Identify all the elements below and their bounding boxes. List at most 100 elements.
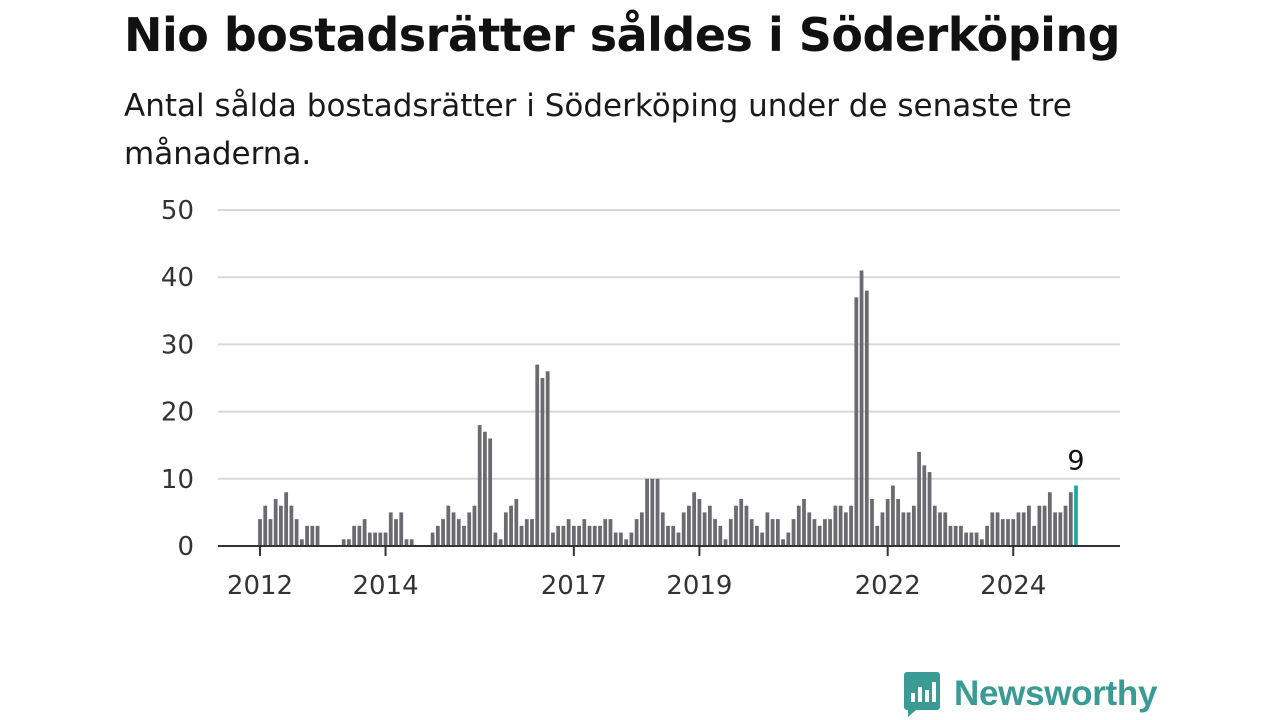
bar <box>451 512 456 546</box>
bar <box>896 498 901 546</box>
chart-subtitle: Antal sålda bostadsrätter i Söderköping … <box>124 88 1072 172</box>
bar <box>786 532 791 546</box>
y-tick-label: 40 <box>161 263 194 293</box>
bar <box>692 492 697 546</box>
bar <box>901 512 906 546</box>
bar <box>279 505 283 546</box>
bar <box>833 505 838 546</box>
bar <box>587 525 592 546</box>
bar <box>305 525 309 546</box>
bar <box>435 525 440 546</box>
bar <box>927 472 932 546</box>
bar <box>493 532 498 546</box>
bar <box>1011 519 1016 546</box>
bar <box>697 498 702 546</box>
highlight-value-label: 9 <box>1067 446 1084 477</box>
bar <box>707 505 712 546</box>
bar <box>268 519 273 546</box>
bar <box>284 492 289 546</box>
bar <box>477 425 482 546</box>
bar <box>613 532 618 546</box>
bar <box>556 525 561 546</box>
bar <box>687 505 691 546</box>
bar <box>859 270 864 546</box>
bar <box>770 519 775 546</box>
bar <box>974 532 979 546</box>
x-axis: 2012 2014 2017 2019 2022 2024 <box>218 545 1120 601</box>
bar <box>990 512 995 546</box>
bar <box>598 525 602 546</box>
bar <box>399 512 404 546</box>
bar <box>713 519 717 546</box>
bar <box>383 532 388 546</box>
bar <box>1016 512 1021 546</box>
y-tick-label: 20 <box>161 398 194 428</box>
bar <box>430 532 435 546</box>
bar <box>514 498 519 546</box>
bar <box>388 512 393 546</box>
bar <box>864 290 869 546</box>
bar <box>639 512 644 546</box>
x-tick-label: 2017 <box>541 571 607 601</box>
bar <box>702 512 707 546</box>
annotations: 9 <box>1067 446 1084 477</box>
bar <box>812 519 817 546</box>
bar <box>551 532 555 546</box>
bar <box>561 525 566 546</box>
bar <box>1058 512 1063 546</box>
bar <box>749 519 754 546</box>
bar <box>979 539 984 546</box>
bar <box>357 525 362 546</box>
bar <box>744 505 749 546</box>
brand-name: Newsworthy <box>954 674 1158 713</box>
bar <box>645 478 649 546</box>
bar <box>634 519 639 546</box>
bar <box>660 512 665 546</box>
bar <box>650 478 655 546</box>
x-tick-label: 2012 <box>227 571 293 601</box>
bar <box>655 478 660 546</box>
bar <box>1063 505 1068 546</box>
bar <box>676 532 681 546</box>
bar <box>911 505 916 546</box>
bar <box>409 539 414 546</box>
bar <box>917 451 921 546</box>
bar <box>728 519 733 546</box>
bar <box>530 519 534 546</box>
y-tick-label: 10 <box>161 465 194 495</box>
bar <box>378 532 383 546</box>
bar <box>519 525 524 546</box>
bar <box>289 505 294 546</box>
bar <box>629 532 634 546</box>
bar <box>671 525 676 546</box>
bar <box>718 525 723 546</box>
bar <box>592 525 597 546</box>
bar <box>932 505 937 546</box>
bar <box>582 519 587 546</box>
bar <box>571 525 576 546</box>
bar <box>807 512 812 546</box>
bar <box>462 525 466 546</box>
y-tick-label: 50 <box>161 196 194 226</box>
gridlines <box>218 209 1120 480</box>
bar <box>608 519 613 546</box>
bar <box>315 525 320 546</box>
bar <box>498 539 503 546</box>
bar <box>964 532 969 546</box>
bar <box>258 519 262 546</box>
bar <box>755 525 759 546</box>
bar <box>488 438 493 546</box>
bar <box>483 431 487 546</box>
bar <box>273 498 278 546</box>
bar <box>1047 492 1052 546</box>
x-tick-label: 2022 <box>855 571 921 601</box>
bar <box>938 512 942 546</box>
bars <box>258 270 1078 546</box>
bar <box>404 539 409 546</box>
x-tick-label: 2019 <box>666 571 732 601</box>
bar <box>624 539 629 546</box>
bar <box>577 525 581 546</box>
bar <box>535 364 540 546</box>
bar <box>781 539 785 546</box>
bar <box>948 525 953 546</box>
